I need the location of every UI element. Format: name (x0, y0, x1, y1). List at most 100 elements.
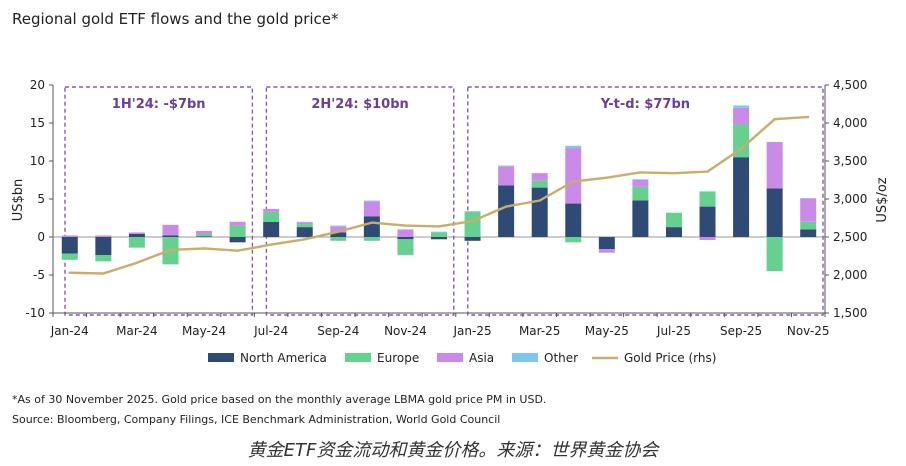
gold-price-point (437, 225, 441, 228)
gold-price-point (135, 261, 139, 265)
bar-north-america (196, 236, 213, 237)
x-tick-label: Mar-24 (116, 324, 157, 338)
bar-north-america (733, 157, 750, 237)
bar-asia (128, 232, 145, 234)
bar-north-america (565, 203, 582, 237)
gold-price-point (773, 118, 776, 121)
bar-europe (632, 186, 649, 201)
bar-europe (665, 212, 682, 228)
x-tick-label: Nov-24 (384, 324, 427, 338)
legend-label: Asia (469, 351, 494, 365)
bar-europe (263, 211, 280, 222)
y2-axis-label: US$/oz (875, 177, 890, 222)
bar-europe (61, 253, 78, 260)
bars (61, 105, 817, 272)
bar-north-america (229, 237, 246, 243)
x-tick-label: May-25 (585, 324, 629, 338)
bar-asia (330, 226, 347, 233)
chart-canvas: US$bn US$/oz 1H'24: -$7bn 2H'24: $10bn Y-t… (11, 78, 890, 365)
y-tick-label: 10 (30, 154, 45, 168)
bar-north-america (632, 200, 649, 237)
y2-tick-label: 3,500 (833, 154, 867, 168)
bar-asia (229, 221, 246, 226)
bar-europe (699, 191, 716, 207)
period-box (265, 86, 455, 316)
gold-price-point (807, 115, 810, 119)
x-tick-label: Sep-24 (317, 324, 359, 338)
bar-asia (263, 208, 280, 212)
bar-asia (733, 107, 750, 125)
bar-asia (363, 201, 380, 217)
bar-other (565, 145, 582, 149)
legend-swatch (345, 353, 371, 362)
y-tick-label: -5 (33, 268, 45, 282)
gold-price-point (572, 180, 575, 183)
period-box (467, 86, 824, 316)
bar-north-america (464, 237, 481, 241)
gold-price-point (337, 230, 340, 233)
gold-price-point (504, 205, 508, 208)
bar-north-america (162, 235, 179, 237)
bar-asia (61, 235, 78, 237)
y-tick-label: 20 (30, 78, 45, 92)
x-tick-label: Mar-25 (519, 324, 560, 338)
y2-tick-label: 2,000 (833, 268, 867, 282)
bar-asia (598, 249, 615, 253)
x-tick-label: Sep-25 (720, 324, 762, 338)
bar-europe (397, 239, 414, 255)
bar-north-america (263, 221, 280, 237)
gold-price-point (538, 199, 541, 202)
bar-asia (531, 173, 548, 181)
legend-swatch (208, 353, 234, 362)
bar-asia (397, 229, 414, 237)
bar-europe (229, 225, 246, 237)
chart-title: Regional gold ETF flows and the gold pri… (12, 10, 339, 28)
bar-asia (632, 180, 649, 187)
bar-asia (162, 224, 179, 236)
source-note: Source: Bloomberg, Company Filings, ICE … (12, 413, 501, 426)
bar-asia (699, 237, 716, 241)
bar-asia (296, 222, 313, 225)
bar-north-america (61, 237, 78, 254)
gold-price-point (639, 171, 642, 174)
x-tick-label: Jan-25 (453, 324, 492, 338)
caption: 黄金ETF资金流动和黄金价格。来源：世界黄金协会 (247, 440, 659, 461)
gold-price-point (605, 176, 609, 179)
gold-price-point (102, 272, 105, 275)
y2-tick-label: 2,500 (833, 230, 867, 244)
bar-other (397, 254, 414, 256)
x-tick-label: Jan-24 (50, 324, 89, 338)
y2-tick-label: 1,500 (833, 306, 867, 320)
y2-tick-label: 3,000 (833, 192, 867, 206)
bar-other (363, 200, 380, 202)
bar-north-america (498, 185, 515, 237)
legend-label: Europe (377, 351, 419, 365)
gold-price-point (169, 248, 172, 252)
bar-other (632, 179, 649, 180)
bar-other (464, 211, 481, 212)
bar-asia (800, 198, 817, 222)
bar-asia (766, 142, 783, 189)
bar-europe (531, 180, 548, 188)
bar-asia (565, 148, 582, 204)
gold-price-point (370, 221, 374, 224)
x-tick-label: Nov-25 (787, 324, 830, 338)
bar-other (498, 165, 515, 167)
bar-north-america (766, 188, 783, 237)
gold-price-point (404, 224, 407, 227)
bar-other (330, 225, 347, 227)
x-tick-label: Jul-25 (656, 324, 691, 338)
legend: North America Europe Asia Other Gold Price (… (208, 351, 716, 365)
bar-north-america (598, 237, 615, 250)
period-label: 2H'24: $10bn (311, 97, 408, 112)
bar-asia (95, 235, 112, 237)
bar-europe (330, 237, 347, 241)
bar-north-america (699, 206, 716, 237)
gold-price-point (471, 219, 474, 223)
bar-other (431, 231, 447, 233)
y-tick-label: 0 (37, 230, 45, 244)
bar-north-america (95, 237, 112, 256)
bar-north-america (800, 229, 817, 237)
bar-other (296, 221, 313, 223)
x-tick-label: May-24 (182, 324, 226, 338)
